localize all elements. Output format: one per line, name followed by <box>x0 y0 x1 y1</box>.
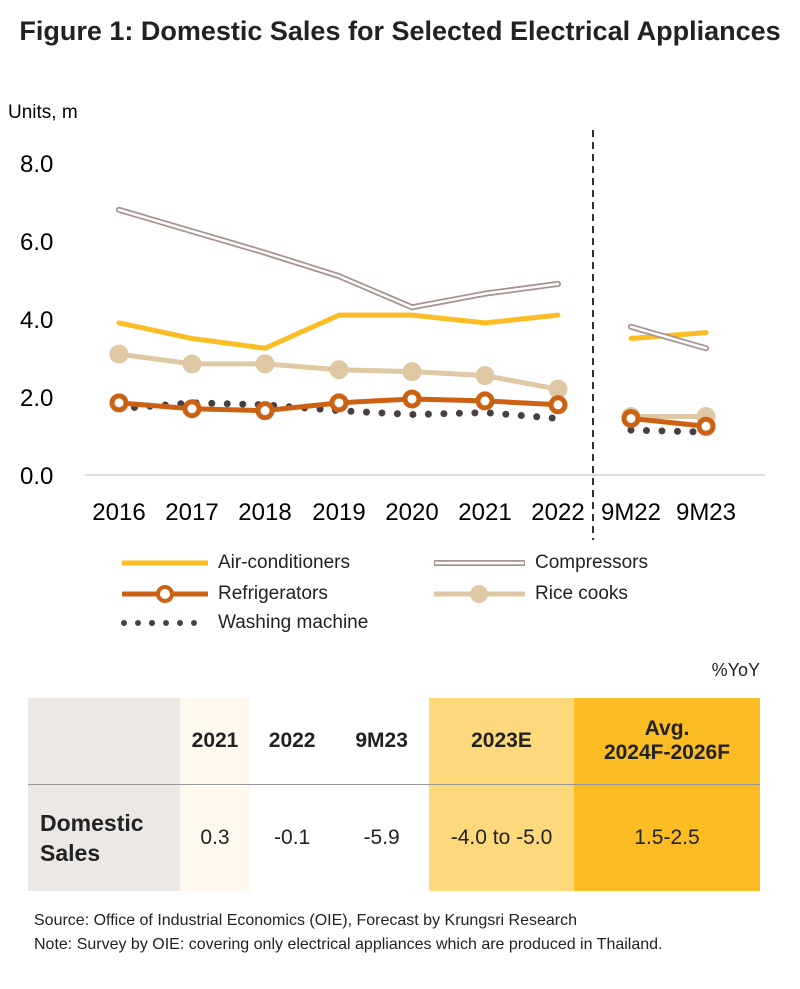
chart-title: Figure 1: Domestic Sales for Selected El… <box>19 16 781 46</box>
data-point-refrigerators <box>696 416 716 436</box>
header-2021: 2021 <box>180 698 250 785</box>
x-tick-label: 2016 <box>92 499 145 526</box>
x-tick-label: 2021 <box>458 499 511 526</box>
data-point-refrigerators <box>548 395 568 415</box>
forecast-table: 2021 2022 9M23 2023E Avg. 2024F-2026F Dom… <box>28 698 760 891</box>
data-point-rice-cooks <box>475 366 495 386</box>
survey-note: Note: Survey by OIE: covering only elect… <box>34 936 663 953</box>
data-point-rice-cooks <box>109 344 129 364</box>
legend-item-air-conditioners: Air-conditioners <box>120 552 350 574</box>
legend-swatch <box>122 560 208 566</box>
data-point-refrigerators <box>621 408 641 428</box>
cell-avg: 1.5-2.5 <box>574 784 760 891</box>
legend-item-refrigerators: Refrigerators <box>120 582 328 606</box>
x-tick-label: 9M22 <box>601 499 661 526</box>
data-point-refrigerators <box>255 401 275 421</box>
data-point-rice-cooks <box>329 360 349 380</box>
data-point-refrigerators <box>182 399 202 419</box>
legend-label: Rice cooks <box>535 583 628 604</box>
legend-item-rice-cooks: Rice cooks <box>432 582 628 606</box>
cell-9m23: -5.9 <box>334 784 429 891</box>
data-point-refrigerators <box>329 393 349 413</box>
data-point-refrigerators <box>475 391 495 411</box>
legend-label: Refrigerators <box>218 583 328 604</box>
cell-2021: 0.3 <box>180 784 250 891</box>
data-point-rice-cooks <box>255 354 275 374</box>
legend-swatch <box>434 560 525 566</box>
data-point-rice-cooks <box>402 362 422 382</box>
data-point-refrigerators <box>109 393 129 413</box>
data-point-refrigerators <box>402 389 422 409</box>
legend-label: Washing machine <box>218 612 369 633</box>
x-tick-label: 2017 <box>165 499 218 526</box>
y-tick-label: 0.0 <box>20 463 53 490</box>
cell-2023e: -4.0 to -5.0 <box>429 784 574 891</box>
legend-item-washing-machine: Washing machine <box>120 612 368 634</box>
y-tick-label: 8.0 <box>20 151 53 178</box>
y-axis-label: Units, m <box>8 102 78 123</box>
legend-label: Compressors <box>535 552 648 573</box>
header-avg: Avg. 2024F-2026F <box>574 698 760 785</box>
line-chart: Units, m 0.0 2.0 4.0 6.0 8.0 2016 2017 2018 2019… <box>8 102 765 540</box>
series-line-refrigerators <box>628 415 709 429</box>
data-point-rice-cooks <box>548 379 568 399</box>
header-2023e: 2023E <box>429 698 574 785</box>
row-label: Domestic Sales <box>28 784 180 891</box>
series-line-inner-compressors <box>629 325 708 350</box>
legend-label: Air-conditioners <box>218 552 350 573</box>
series-line-washing-machine <box>627 426 710 436</box>
table-unit: %YoY <box>711 660 760 680</box>
footnotes: Source: Office of Industrial Economics (… <box>34 909 662 957</box>
legend-swatch <box>122 585 208 603</box>
legend-swatch <box>434 585 525 603</box>
y-tick-label: 2.0 <box>20 385 53 412</box>
legend-swatch <box>121 620 210 626</box>
series-line-air-conditioners <box>116 312 561 351</box>
y-tick-label: 6.0 <box>20 229 53 256</box>
x-tick-label: 2020 <box>385 499 438 526</box>
x-tick-label: 9M23 <box>676 499 736 526</box>
x-tick-label: 2018 <box>238 499 291 526</box>
cell-2022: -0.1 <box>250 784 335 891</box>
header-9m23: 9M23 <box>355 729 408 752</box>
source-note: Source: Office of Industrial Economics (… <box>34 912 578 929</box>
data-point-rice-cooks <box>182 354 202 374</box>
header-2022: 2022 <box>268 729 316 752</box>
legend-item-compressors: Compressors <box>432 552 648 574</box>
series-line-inner-compressors <box>117 208 560 309</box>
x-tick-label: 2019 <box>312 499 365 526</box>
x-tick-label: 2022 <box>531 499 584 526</box>
y-tick-label: 4.0 <box>20 307 53 334</box>
